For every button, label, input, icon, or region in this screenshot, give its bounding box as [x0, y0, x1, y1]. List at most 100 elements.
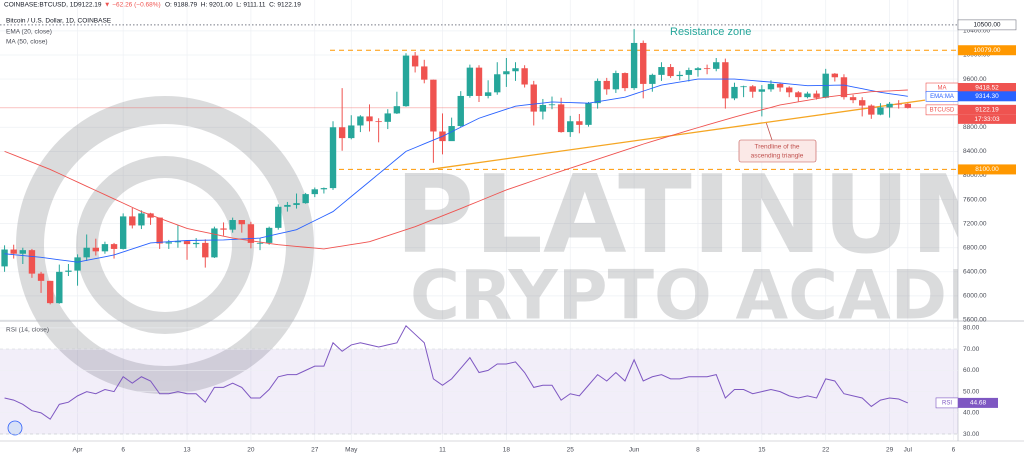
candle-body — [101, 244, 109, 252]
candle-body — [65, 270, 72, 272]
candle-body — [74, 257, 81, 271]
badge-name: MA — [938, 86, 947, 92]
candle-body — [539, 104, 547, 112]
candle-body — [119, 216, 127, 249]
candle-body — [110, 244, 118, 249]
candle-body — [421, 66, 428, 80]
candle-body — [247, 224, 255, 243]
candle-body — [320, 188, 328, 190]
candle-body — [749, 86, 756, 92]
badge-label: 9314.30 — [975, 93, 999, 100]
y-tick-label: 6000.00 — [963, 293, 987, 300]
watermark: PLATINUM CRYPTO ACADEMY — [16, 96, 1024, 394]
resistance-label: Resistance zone — [670, 26, 751, 38]
candle-body — [192, 242, 200, 245]
legend-ma: MA (50, close) — [6, 39, 48, 46]
candle-body — [576, 121, 583, 125]
logo-icon[interactable] — [7, 420, 23, 436]
trendline — [429, 99, 926, 171]
indicator-line — [4, 78, 908, 263]
candle-body — [667, 67, 674, 77]
candle-body — [338, 127, 346, 139]
rsi-tick-label: 80.00 — [963, 325, 980, 332]
x-tick-label: Jul — [904, 447, 913, 454]
candle-body — [302, 194, 309, 204]
candle-body — [275, 206, 282, 228]
candle-body — [640, 42, 647, 84]
candle-body — [165, 242, 172, 244]
y-tick-label: 6800.00 — [963, 244, 987, 251]
level-badge-label: 8100.00 — [975, 166, 999, 173]
badge-label: 9418.52 — [975, 85, 999, 92]
candle-body — [804, 93, 811, 98]
candle-body — [585, 103, 592, 125]
header-ohlc: O: 9188.79 H: 9201.00 L: 9111.11 C: 9122… — [165, 2, 301, 9]
candle-body — [10, 249, 17, 254]
candle-body — [265, 227, 273, 243]
price-axis-bg — [958, 0, 1024, 441]
candle-body — [83, 247, 90, 258]
indicator-line — [4, 89, 908, 250]
candle-body — [630, 42, 638, 89]
candle-body — [895, 103, 902, 105]
candle-body — [238, 220, 245, 225]
badge-box — [958, 397, 998, 408]
candle-body — [831, 73, 839, 78]
candle-body — [220, 228, 227, 230]
y-tick-label: 9600.00 — [963, 76, 987, 83]
y-tick-label: 7600.00 — [963, 196, 987, 203]
candle-body — [594, 80, 601, 104]
header-symbol: COINBASE:BTCUSD, 1D — [4, 2, 78, 9]
candle-body — [713, 62, 720, 69]
candle-body — [1, 249, 8, 267]
candle-body — [329, 127, 337, 189]
candles — [1, 29, 912, 305]
candle-body — [767, 83, 775, 90]
badge-box — [958, 91, 1016, 102]
candle-body — [37, 273, 45, 281]
candle-body — [402, 55, 410, 107]
badge-name: RSI — [942, 400, 952, 406]
watermark-line1: PLATINUM — [395, 153, 1018, 278]
candle-body — [183, 241, 191, 245]
level-badge-label: 10079.00 — [973, 47, 1000, 54]
candle-body — [840, 77, 848, 98]
legend-ema: EMA (20, close) — [6, 29, 52, 36]
annotation-box — [738, 139, 817, 163]
x-tick-label: 15 — [758, 447, 766, 454]
candle-body — [129, 216, 136, 226]
y-tick-label: 8000.00 — [963, 172, 987, 179]
badge-box — [958, 83, 1016, 94]
candle-body — [448, 126, 455, 142]
rsi-tick-label: 30.00 — [963, 431, 980, 438]
candle-body — [202, 242, 209, 258]
candle-body — [284, 204, 291, 207]
candle-body — [868, 105, 875, 115]
candle-body — [411, 55, 419, 67]
level-badge — [957, 19, 1017, 31]
badge-box — [958, 104, 1016, 115]
y-tick-label: 6400.00 — [963, 269, 987, 276]
badge-name: BTCUSD — [930, 107, 955, 113]
candle-body — [384, 113, 391, 122]
candle-body — [859, 100, 866, 106]
badge-label: 9122.19 — [975, 107, 999, 114]
candle-body — [758, 89, 766, 92]
candle-body — [557, 104, 565, 133]
candle-body — [211, 228, 218, 258]
candle-body — [138, 213, 145, 226]
candle-body — [503, 71, 510, 75]
candle-body — [731, 86, 738, 99]
candle-body — [56, 271, 63, 304]
candle-body — [147, 213, 154, 218]
x-tick-label: 25 — [567, 447, 575, 454]
candle-body — [28, 250, 36, 274]
candle-body — [256, 242, 264, 244]
header-change: ▼ −62.26 (−0.68%) — [104, 2, 161, 9]
candle-body — [703, 68, 711, 70]
watermark-ring — [16, 96, 314, 394]
legend-title: Bitcoin / U.S. Dollar, 1D, COINBASE — [6, 18, 112, 25]
candle-body — [658, 67, 665, 75]
candle-body — [904, 103, 912, 108]
